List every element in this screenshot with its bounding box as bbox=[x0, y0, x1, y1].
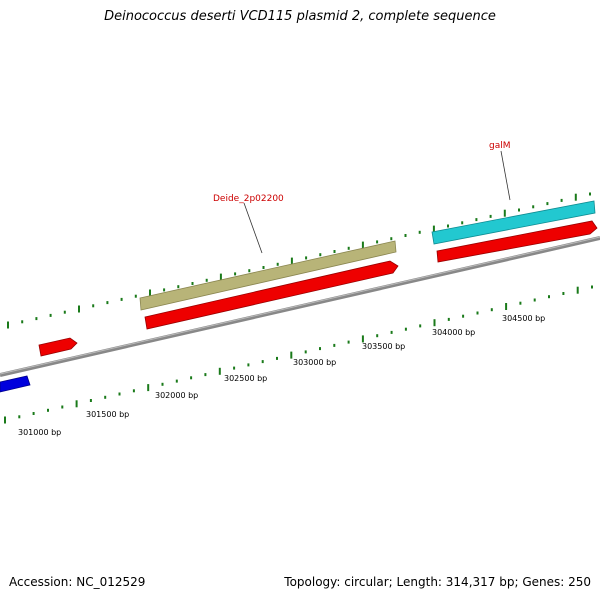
scale-label-303000: 303000 bp bbox=[293, 358, 336, 367]
summary-text: Topology: circular; Length: 314,317 bp; … bbox=[284, 575, 591, 589]
outer-tick-row bbox=[7, 192, 591, 329]
gene-forward-small[interactable] bbox=[38, 337, 78, 357]
scale-label-303500: 303500 bp bbox=[362, 342, 405, 351]
scale-label-304500: 304500 bp bbox=[502, 314, 545, 323]
pointer-deide-2p02200 bbox=[243, 202, 263, 254]
feature-deide-2p02200[interactable] bbox=[139, 240, 397, 311]
inner-tick-row bbox=[4, 285, 593, 424]
pointer-galm bbox=[500, 150, 511, 201]
sequence-backbone bbox=[0, 236, 600, 377]
gene-reverse-blue[interactable] bbox=[0, 375, 31, 393]
scale-label-302500: 302500 bp bbox=[224, 374, 267, 383]
backbone-highlight bbox=[0, 236, 600, 375]
gene-deide-2p02200[interactable] bbox=[144, 260, 399, 330]
scale-label-302000: 302000 bp bbox=[155, 391, 198, 400]
accession-text: Accession: NC_012529 bbox=[9, 575, 146, 589]
map-title: Deinococcus deserti VCD115 plasmid 2, co… bbox=[104, 9, 496, 24]
scale-label-301500: 301500 bp bbox=[86, 410, 129, 419]
scale-label-304000: 304000 bp bbox=[432, 328, 475, 337]
feature-galm[interactable] bbox=[431, 200, 596, 245]
gene-label-deide-2p02200[interactable]: Deide_2p02200 bbox=[213, 194, 284, 204]
gene-label-galm[interactable]: galM bbox=[489, 141, 511, 151]
scale-label-301000: 301000 bp bbox=[18, 428, 61, 437]
gene-forward-right[interactable] bbox=[436, 220, 598, 263]
